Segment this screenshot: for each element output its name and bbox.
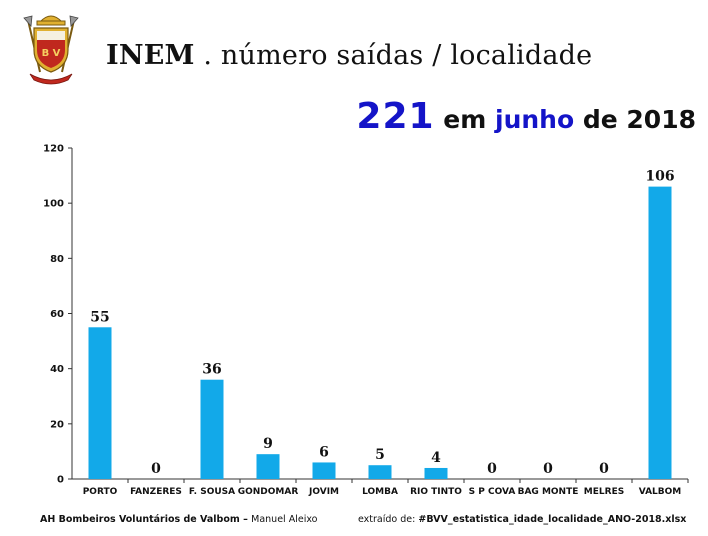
y-tick-label: 80 (50, 254, 64, 265)
data-label: 36 (202, 362, 221, 378)
total-count: 221 (356, 96, 435, 137)
x-tick-label: MELRES (584, 487, 624, 497)
logo-helmet-brim (36, 20, 66, 26)
data-label: 55 (90, 309, 109, 325)
footer-org: AH Bombeiros Voluntários de Valbom (40, 514, 240, 525)
logo-ribbon (29, 73, 73, 85)
y-tick-label: 40 (50, 364, 64, 375)
footer-sep: – (239, 514, 252, 525)
y-tick-label: 60 (50, 309, 64, 320)
data-label: 6 (319, 444, 329, 460)
logo-text: B V (42, 48, 61, 59)
x-tick-label: S P COVA (469, 487, 516, 497)
page-title: INEM . número saídas / localidade (106, 40, 592, 71)
summary-month: junho (495, 105, 575, 134)
data-labels: 55 0 36 9 6 5 4 0 0 0 106 (90, 169, 674, 477)
data-label: 0 (487, 461, 497, 477)
y-tick-label: 0 (57, 475, 64, 486)
summary-year: de 2018 (582, 105, 696, 134)
bar (200, 379, 224, 479)
data-label: 106 (645, 169, 674, 185)
y-tick-label: 120 (43, 144, 64, 155)
x-tick-label: VALBOM (639, 487, 682, 497)
footer-source-prefix: extraído de: (358, 514, 419, 525)
y-tick-label: 100 (43, 199, 64, 210)
data-label: 0 (599, 461, 609, 477)
bar (648, 186, 672, 479)
bvv-logo-icon: B V (23, 15, 79, 85)
bar (368, 465, 392, 479)
x-tick-label: PORTO (83, 487, 118, 497)
x-tick-label: F. SOUSA (189, 487, 235, 497)
x-tick-label: LOMBA (362, 487, 398, 497)
x-tick-label: FANZERES (130, 487, 182, 497)
data-label: 0 (151, 461, 161, 477)
bar (424, 467, 448, 479)
bar (88, 327, 112, 479)
data-label: 5 (375, 447, 385, 463)
x-tick-label: RIO TINTO (410, 487, 462, 497)
y-tick-label: 20 (50, 419, 64, 430)
title-rest: . número saídas / localidade (194, 40, 593, 71)
summary-em: em (443, 105, 487, 134)
data-label: 4 (431, 450, 441, 466)
summary-line: 221 em junho de 2018 (356, 96, 696, 137)
footer-author: Manuel Aleixo (251, 514, 318, 525)
footer-source: extraído de: #BVV_estatistica_idade_loca… (358, 514, 686, 525)
data-label: 0 (543, 461, 553, 477)
y-axis: 0 20 40 60 80 100 120 (43, 144, 73, 486)
bars (88, 186, 672, 479)
x-axis: PORTO FANZERES F. SOUSA GONDOMAR JOVIM LOMBA R… (72, 478, 689, 497)
data-label: 9 (263, 436, 273, 452)
title-brand: INEM (106, 40, 195, 71)
footer-credit: AH Bombeiros Voluntários de Valbom – Man… (40, 514, 317, 525)
bar (256, 454, 280, 479)
x-tick-label: GONDOMAR (238, 487, 299, 497)
x-tick-label: JOVIM (308, 487, 339, 497)
footer-source-file: #BVV_estatistica_idade_localidade_ANO-20… (418, 514, 687, 525)
x-tick-label: BAG MONTE (518, 487, 579, 497)
bar (312, 462, 336, 479)
